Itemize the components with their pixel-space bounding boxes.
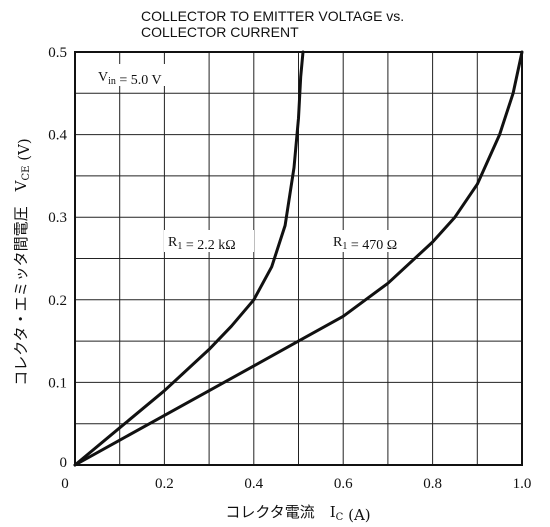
x-tick-label: 0.6 [334, 476, 353, 492]
y-tick-label: 0.3 [48, 210, 67, 226]
x-tick-label: 1.0 [513, 476, 532, 492]
y-tick-label: 0.2 [48, 293, 67, 309]
series-line-2 [73, 50, 524, 467]
y-axis-label: コレクタ・エミッタ間電圧 VCE (V) [12, 138, 33, 386]
x-tick-label: 0 [61, 476, 69, 492]
y-tick-label: 0 [60, 455, 68, 471]
x-tick-label: 0.4 [244, 476, 263, 492]
x-tick-label: 0.8 [423, 476, 442, 492]
y-tick-label: 0.5 [48, 45, 67, 61]
x-axis-label: コレクタ電流 IC (A) [225, 503, 370, 524]
series-label-470: R1 = 470 Ω [333, 235, 397, 253]
series-label-box [328, 230, 414, 252]
series-label-2-2k: R1 = 2.2 kΩ [168, 235, 236, 253]
y-tick-label: 0.1 [48, 375, 67, 391]
plot-frame [74, 51, 523, 466]
x-tick-label: 0.2 [155, 476, 174, 492]
condition-label: Vin = 5.0 V [98, 70, 162, 88]
condition-label-box [91, 64, 183, 86]
plot-area: 0 0.2 0.4 0.6 0.8 1.0 0 0.1 0.2 0.3 0.4 0.5 コレクタ電流 I… [12, 45, 531, 524]
series-label-box [164, 230, 254, 252]
y-tick-label: 0.4 [48, 128, 67, 144]
chart-title-line-1: COLLECTOR TO EMITTER VOLTAGE vs. [141, 8, 404, 24]
series-line-1 [73, 50, 305, 467]
chart-title-line-2: COLLECTOR CURRENT [141, 24, 299, 40]
